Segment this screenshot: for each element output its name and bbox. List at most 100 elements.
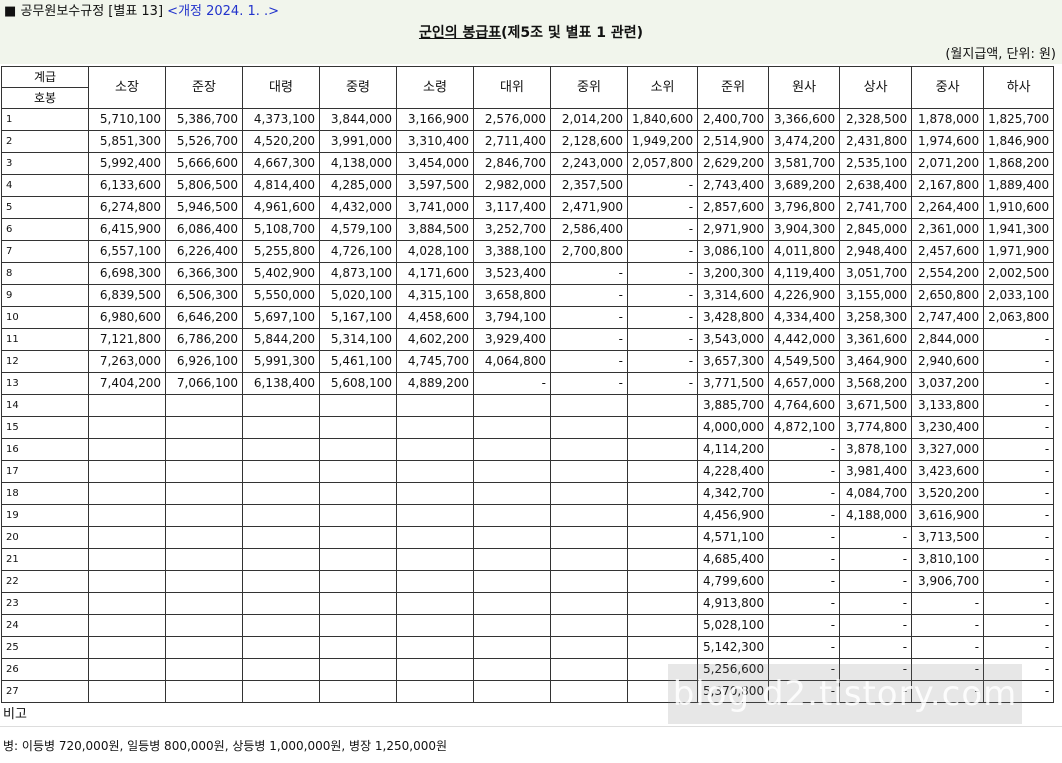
salary-cell: 3,155,000 <box>839 284 913 307</box>
salary-cell: - <box>983 548 1055 571</box>
rank-header: 준위 <box>697 66 770 109</box>
salary-cell: 3,981,400 <box>839 460 913 483</box>
salary-cell: 2,002,500 <box>983 262 1055 285</box>
salary-cell <box>626 394 699 417</box>
salary-cell <box>165 592 243 615</box>
salary-cell <box>550 438 628 461</box>
salary-cell <box>242 658 320 681</box>
salary-cell: 3,713,500 <box>911 526 985 549</box>
salary-cell: 4,657,000 <box>768 372 841 395</box>
salary-cell: 2,071,200 <box>911 152 985 175</box>
salary-cell <box>242 526 320 549</box>
salary-cell: 3,051,700 <box>839 262 913 285</box>
salary-cell: 2,629,200 <box>697 152 770 175</box>
salary-cell <box>550 592 628 615</box>
salary-cell: 4,285,000 <box>319 174 397 197</box>
salary-cell: 3,796,800 <box>768 196 841 219</box>
salary-cell: 3,771,500 <box>697 372 770 395</box>
salary-cell: 5,020,100 <box>319 284 397 307</box>
salary-cell: 2,128,600 <box>550 130 628 153</box>
salary-cell: - <box>983 504 1055 527</box>
salary-cell <box>396 394 474 417</box>
salary-cell <box>396 570 474 593</box>
salary-cell <box>242 416 320 439</box>
step-cell: 11 <box>1 328 89 351</box>
salary-cell <box>88 636 166 659</box>
salary-cell: 5,991,300 <box>242 350 320 373</box>
salary-cell: 4,432,000 <box>319 196 397 219</box>
salary-cell: 3,520,200 <box>911 482 985 505</box>
salary-cell <box>88 548 166 571</box>
salary-cell: - <box>768 636 841 659</box>
salary-cell <box>473 438 551 461</box>
salary-cell: 3,904,300 <box>768 218 841 241</box>
salary-cell: 2,711,400 <box>473 130 551 153</box>
salary-cell: 6,980,600 <box>88 306 166 329</box>
salary-cell: 5,550,000 <box>242 284 320 307</box>
rank-header: 준장 <box>165 66 243 109</box>
salary-cell: 4,579,100 <box>319 218 397 241</box>
salary-cell <box>473 548 551 571</box>
salary-cell: 1,971,900 <box>983 240 1055 263</box>
salary-cell: - <box>983 526 1055 549</box>
salary-cell <box>242 614 320 637</box>
salary-cell <box>550 680 628 703</box>
salary-cell: - <box>983 460 1055 483</box>
salary-cell <box>88 658 166 681</box>
salary-cell <box>473 680 551 703</box>
salary-cell: 6,786,200 <box>165 328 243 351</box>
revision-link[interactable]: <개정 2024. 1. .> <box>167 4 280 19</box>
square-bullet-icon: ■ <box>4 4 17 19</box>
salary-cell <box>626 482 699 505</box>
salary-cell: 6,926,100 <box>165 350 243 373</box>
salary-cell <box>550 636 628 659</box>
salary-cell <box>473 658 551 681</box>
salary-cell: 4,726,100 <box>319 240 397 263</box>
salary-cell <box>396 526 474 549</box>
salary-cell: 4,549,500 <box>768 350 841 373</box>
salary-cell <box>626 526 699 549</box>
table-body: 1 5,710,100 5,386,700 4,373,100 3,844,000 3,1… <box>1 108 1055 703</box>
salary-cell: 3,464,900 <box>839 350 913 373</box>
salary-cell <box>473 504 551 527</box>
salary-cell <box>319 658 397 681</box>
salary-cell <box>165 394 243 417</box>
salary-cell: 3,252,700 <box>473 218 551 241</box>
salary-cell <box>88 482 166 505</box>
salary-cell: 4,315,100 <box>396 284 474 307</box>
salary-cell: 3,474,200 <box>768 130 841 153</box>
salary-cell: 3,658,800 <box>473 284 551 307</box>
step-cell: 3 <box>1 152 89 175</box>
step-cell: 27 <box>1 680 89 703</box>
step-cell: 15 <box>1 416 89 439</box>
salary-cell: - <box>983 350 1055 373</box>
salary-cell <box>550 548 628 571</box>
salary-cell: 3,258,300 <box>839 306 913 329</box>
rank-header: 중위 <box>550 66 628 109</box>
salary-cell: 4,602,200 <box>396 328 474 351</box>
salary-cell: 2,845,000 <box>839 218 913 241</box>
salary-cell: 1,846,900 <box>983 130 1055 153</box>
salary-cell: 4,228,400 <box>697 460 770 483</box>
salary-cell: - <box>768 460 841 483</box>
rank-header: 대위 <box>473 66 551 109</box>
salary-cell <box>165 482 243 505</box>
salary-cell: - <box>550 306 628 329</box>
salary-cell: - <box>626 372 699 395</box>
salary-cell: - <box>839 548 913 571</box>
table-row: 23 4,913,800- - - - <box>1 592 1055 615</box>
table-row: 13 7,404,200 7,066,100 6,138,400 5,608,100 4,… <box>1 372 1055 395</box>
salary-cell <box>396 460 474 483</box>
document-header: ■ 공무원보수규정 [별표 13] <개정 2024. 1. .> 군인의 봉급… <box>0 0 1062 64</box>
salary-cell: 3,314,600 <box>697 284 770 307</box>
salary-cell: - <box>626 284 699 307</box>
salary-cell: - <box>839 570 913 593</box>
salary-cell: 4,814,400 <box>242 174 320 197</box>
salary-cell: - <box>768 482 841 505</box>
salary-cell: 1,941,300 <box>983 218 1055 241</box>
rank-header: 소장 <box>88 66 166 109</box>
salary-cell: 2,576,000 <box>473 108 551 131</box>
salary-cell: 3,568,200 <box>839 372 913 395</box>
salary-cell: 3,543,000 <box>697 328 770 351</box>
step-cell: 10 <box>1 306 89 329</box>
